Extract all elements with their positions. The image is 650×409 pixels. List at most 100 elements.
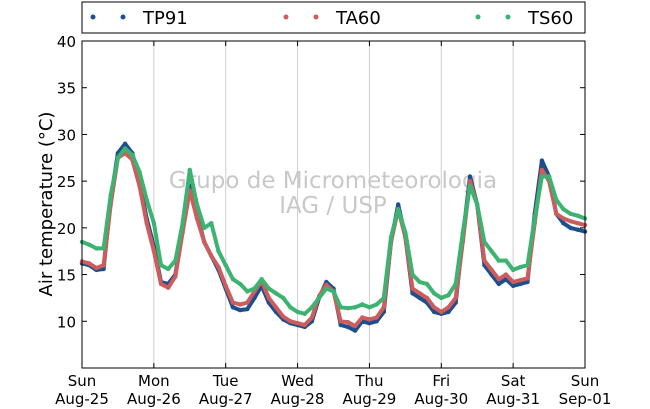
- data-point: [302, 322, 307, 328]
- data-point: [510, 267, 516, 273]
- data-point: [446, 305, 451, 310]
- data-point: [202, 239, 207, 245]
- watermark-line-1: Grupo de Micrometeorologia: [169, 168, 497, 194]
- data-point: [137, 169, 142, 174]
- data-point: [396, 202, 401, 207]
- data-point: [388, 235, 394, 240]
- plot-frame: [81, 40, 586, 369]
- y-tick-label: 10: [57, 313, 76, 331]
- data-point: [431, 291, 437, 296]
- legend-marker: [90, 14, 96, 20]
- data-point: [245, 306, 250, 312]
- data-point: [180, 221, 185, 226]
- y-tick-label: 20: [57, 220, 76, 238]
- data-point: [338, 305, 343, 310]
- data-point: [467, 183, 473, 188]
- data-point: [352, 323, 358, 329]
- data-point: [230, 300, 236, 305]
- data-point: [496, 277, 501, 282]
- data-point: [281, 314, 286, 319]
- data-point: [568, 211, 573, 216]
- data-point: [252, 286, 257, 291]
- data-series: [79, 141, 588, 333]
- axis-ticks: 10152025303540SunAug-25MonAug-26TueAug-2…: [55, 33, 611, 408]
- data-point: [245, 289, 250, 294]
- data-point: [295, 309, 300, 315]
- data-point: [575, 213, 580, 218]
- data-point: [158, 263, 164, 268]
- data-point: [446, 292, 451, 298]
- data-point: [302, 311, 307, 316]
- data-point: [561, 207, 566, 212]
- data-point: [410, 291, 415, 296]
- watermark: Grupo de Micrometeorologia IAG / USP: [169, 168, 497, 219]
- data-point: [266, 286, 271, 291]
- data-point: [87, 261, 92, 266]
- data-point: [324, 286, 329, 291]
- data-point: [230, 277, 236, 282]
- data-point: [475, 202, 480, 207]
- x-tick-day-label: Sun: [68, 372, 97, 390]
- data-point: [539, 174, 545, 179]
- data-point: [575, 221, 580, 226]
- data-point: [496, 258, 501, 263]
- data-point: [554, 211, 559, 216]
- data-point: [122, 141, 128, 146]
- legend-marker: [475, 14, 481, 20]
- data-point: [467, 174, 473, 179]
- data-point: [431, 305, 437, 310]
- data-point: [568, 219, 573, 224]
- data-point: [345, 320, 351, 325]
- data-point: [424, 281, 430, 287]
- data-point: [518, 264, 523, 270]
- data-point: [482, 258, 487, 263]
- data-point: [410, 286, 415, 291]
- data-point: [367, 305, 372, 310]
- data-point: [417, 279, 422, 285]
- data-point: [237, 302, 243, 307]
- data-point: [288, 305, 293, 310]
- data-point: [187, 167, 192, 173]
- legend-marker: [505, 14, 511, 20]
- data-point: [338, 319, 343, 324]
- data-point: [510, 279, 516, 285]
- data-point: [194, 216, 200, 221]
- x-tick-date-label: Aug-25: [55, 390, 109, 408]
- data-point: [216, 264, 221, 270]
- data-point: [431, 309, 437, 315]
- data-point: [158, 281, 164, 287]
- legend-label-ta60: TA60: [335, 8, 381, 29]
- data-point: [144, 221, 149, 226]
- data-point: [166, 285, 171, 290]
- data-point: [237, 307, 243, 313]
- data-point: [273, 305, 279, 310]
- data-point: [482, 239, 487, 245]
- data-point: [309, 305, 315, 310]
- x-tick-day-label: Wed: [281, 372, 314, 390]
- data-point: [525, 276, 530, 281]
- data-point: [288, 319, 293, 324]
- legend-marker: [283, 14, 289, 20]
- data-point: [539, 167, 545, 173]
- data-point: [453, 295, 458, 301]
- data-point: [194, 202, 200, 207]
- data-point: [144, 197, 149, 202]
- y-tick-label: 15: [57, 267, 76, 285]
- legend-label-tp91: TP91: [142, 8, 188, 29]
- watermark-line-2: IAG / USP: [279, 193, 387, 219]
- data-point: [417, 291, 422, 296]
- data-point: [360, 315, 365, 320]
- x-tick-day-label: Mon: [138, 372, 170, 390]
- data-point: [503, 272, 509, 277]
- data-point: [295, 321, 300, 326]
- data-point: [151, 249, 157, 254]
- data-point: [166, 266, 171, 272]
- y-axis-label: Air temperature (°C): [36, 112, 57, 297]
- data-point: [223, 263, 228, 268]
- data-point: [352, 328, 358, 333]
- y-tick-label: 30: [57, 126, 76, 144]
- data-point: [518, 281, 523, 287]
- data-point: [309, 315, 315, 320]
- data-point: [561, 221, 566, 226]
